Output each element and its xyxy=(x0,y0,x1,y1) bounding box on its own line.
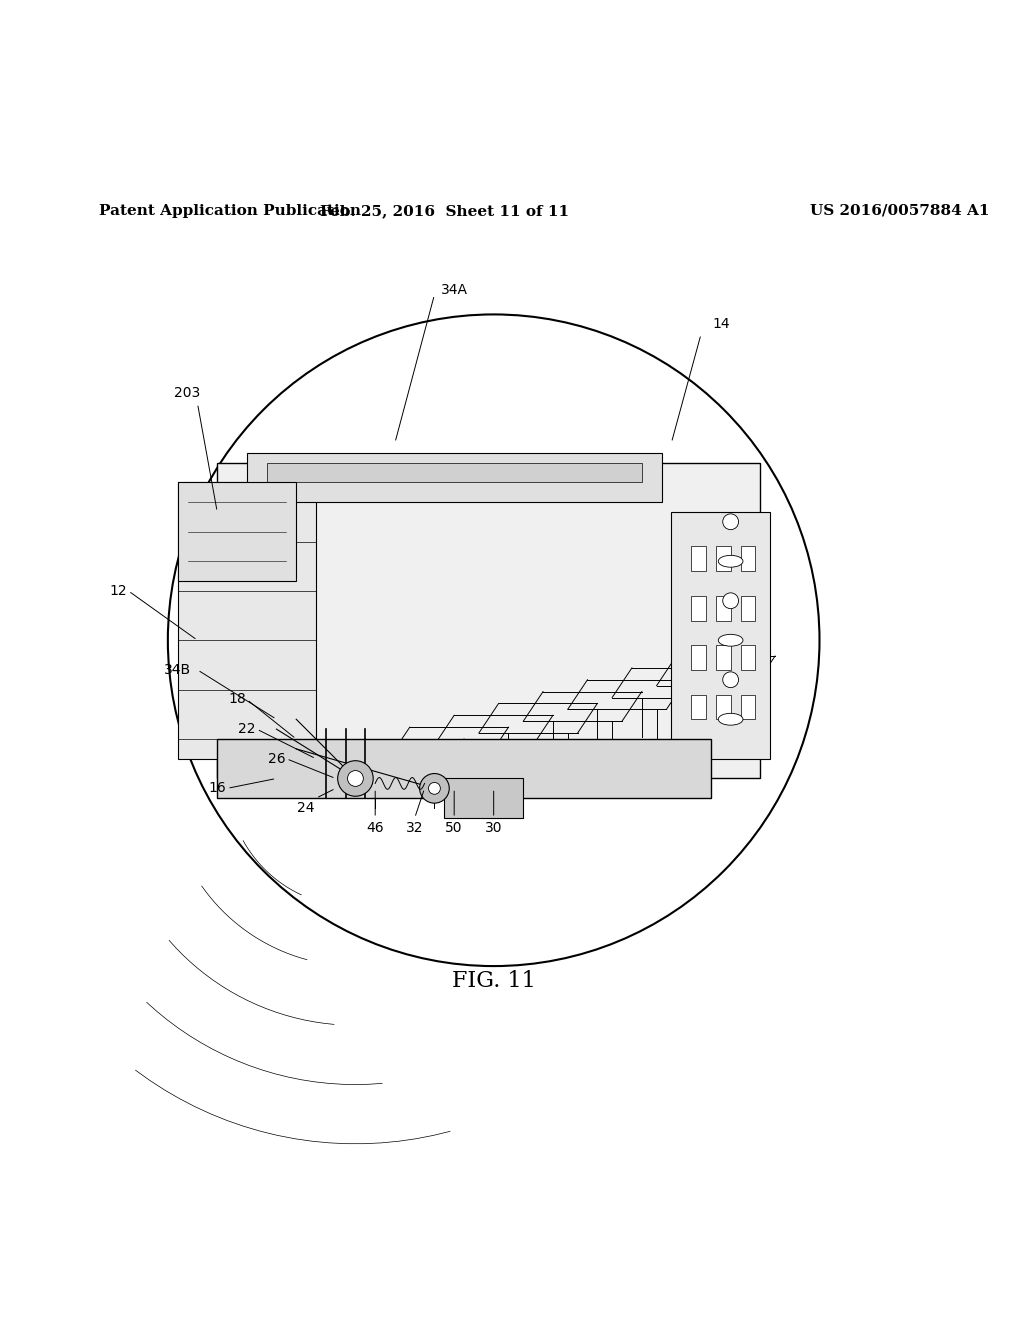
Bar xyxy=(178,482,296,581)
Text: 16: 16 xyxy=(208,781,226,796)
Bar xyxy=(178,482,316,759)
Text: FIG. 11: FIG. 11 xyxy=(452,970,536,991)
Bar xyxy=(217,739,711,799)
Text: 14: 14 xyxy=(712,317,729,331)
Bar xyxy=(672,512,770,759)
Circle shape xyxy=(723,513,738,529)
Text: 30: 30 xyxy=(485,821,503,834)
Circle shape xyxy=(723,593,738,609)
Bar xyxy=(740,694,756,719)
Circle shape xyxy=(420,774,450,803)
Circle shape xyxy=(723,672,738,688)
Text: 18: 18 xyxy=(228,693,246,706)
Ellipse shape xyxy=(718,556,743,568)
Bar xyxy=(266,462,642,482)
Circle shape xyxy=(168,314,819,966)
Bar xyxy=(716,645,731,669)
Text: 46: 46 xyxy=(367,821,384,834)
Circle shape xyxy=(347,771,364,787)
Text: 34B: 34B xyxy=(164,663,191,677)
Circle shape xyxy=(338,760,373,796)
Bar xyxy=(691,595,706,620)
Text: 26: 26 xyxy=(267,751,286,766)
Text: Patent Application Publication: Patent Application Publication xyxy=(98,203,360,218)
Bar xyxy=(217,462,760,779)
Bar xyxy=(444,779,523,818)
Bar xyxy=(740,645,756,669)
Bar xyxy=(716,595,731,620)
Bar xyxy=(740,546,756,572)
Bar xyxy=(691,645,706,669)
Text: 203: 203 xyxy=(174,387,201,400)
Text: 22: 22 xyxy=(239,722,256,737)
Ellipse shape xyxy=(718,713,743,725)
Bar xyxy=(691,694,706,719)
Ellipse shape xyxy=(718,635,743,647)
Text: 24: 24 xyxy=(297,801,314,816)
Text: US 2016/0057884 A1: US 2016/0057884 A1 xyxy=(810,203,989,218)
Bar xyxy=(247,453,662,502)
Text: 50: 50 xyxy=(445,821,463,834)
Bar xyxy=(716,546,731,572)
Text: 12: 12 xyxy=(110,583,127,598)
Bar xyxy=(740,595,756,620)
Text: Feb. 25, 2016  Sheet 11 of 11: Feb. 25, 2016 Sheet 11 of 11 xyxy=(319,203,569,218)
Text: 34A: 34A xyxy=(440,282,468,297)
Bar xyxy=(691,546,706,572)
Text: 32: 32 xyxy=(406,821,424,834)
Circle shape xyxy=(428,783,440,795)
Bar xyxy=(716,694,731,719)
